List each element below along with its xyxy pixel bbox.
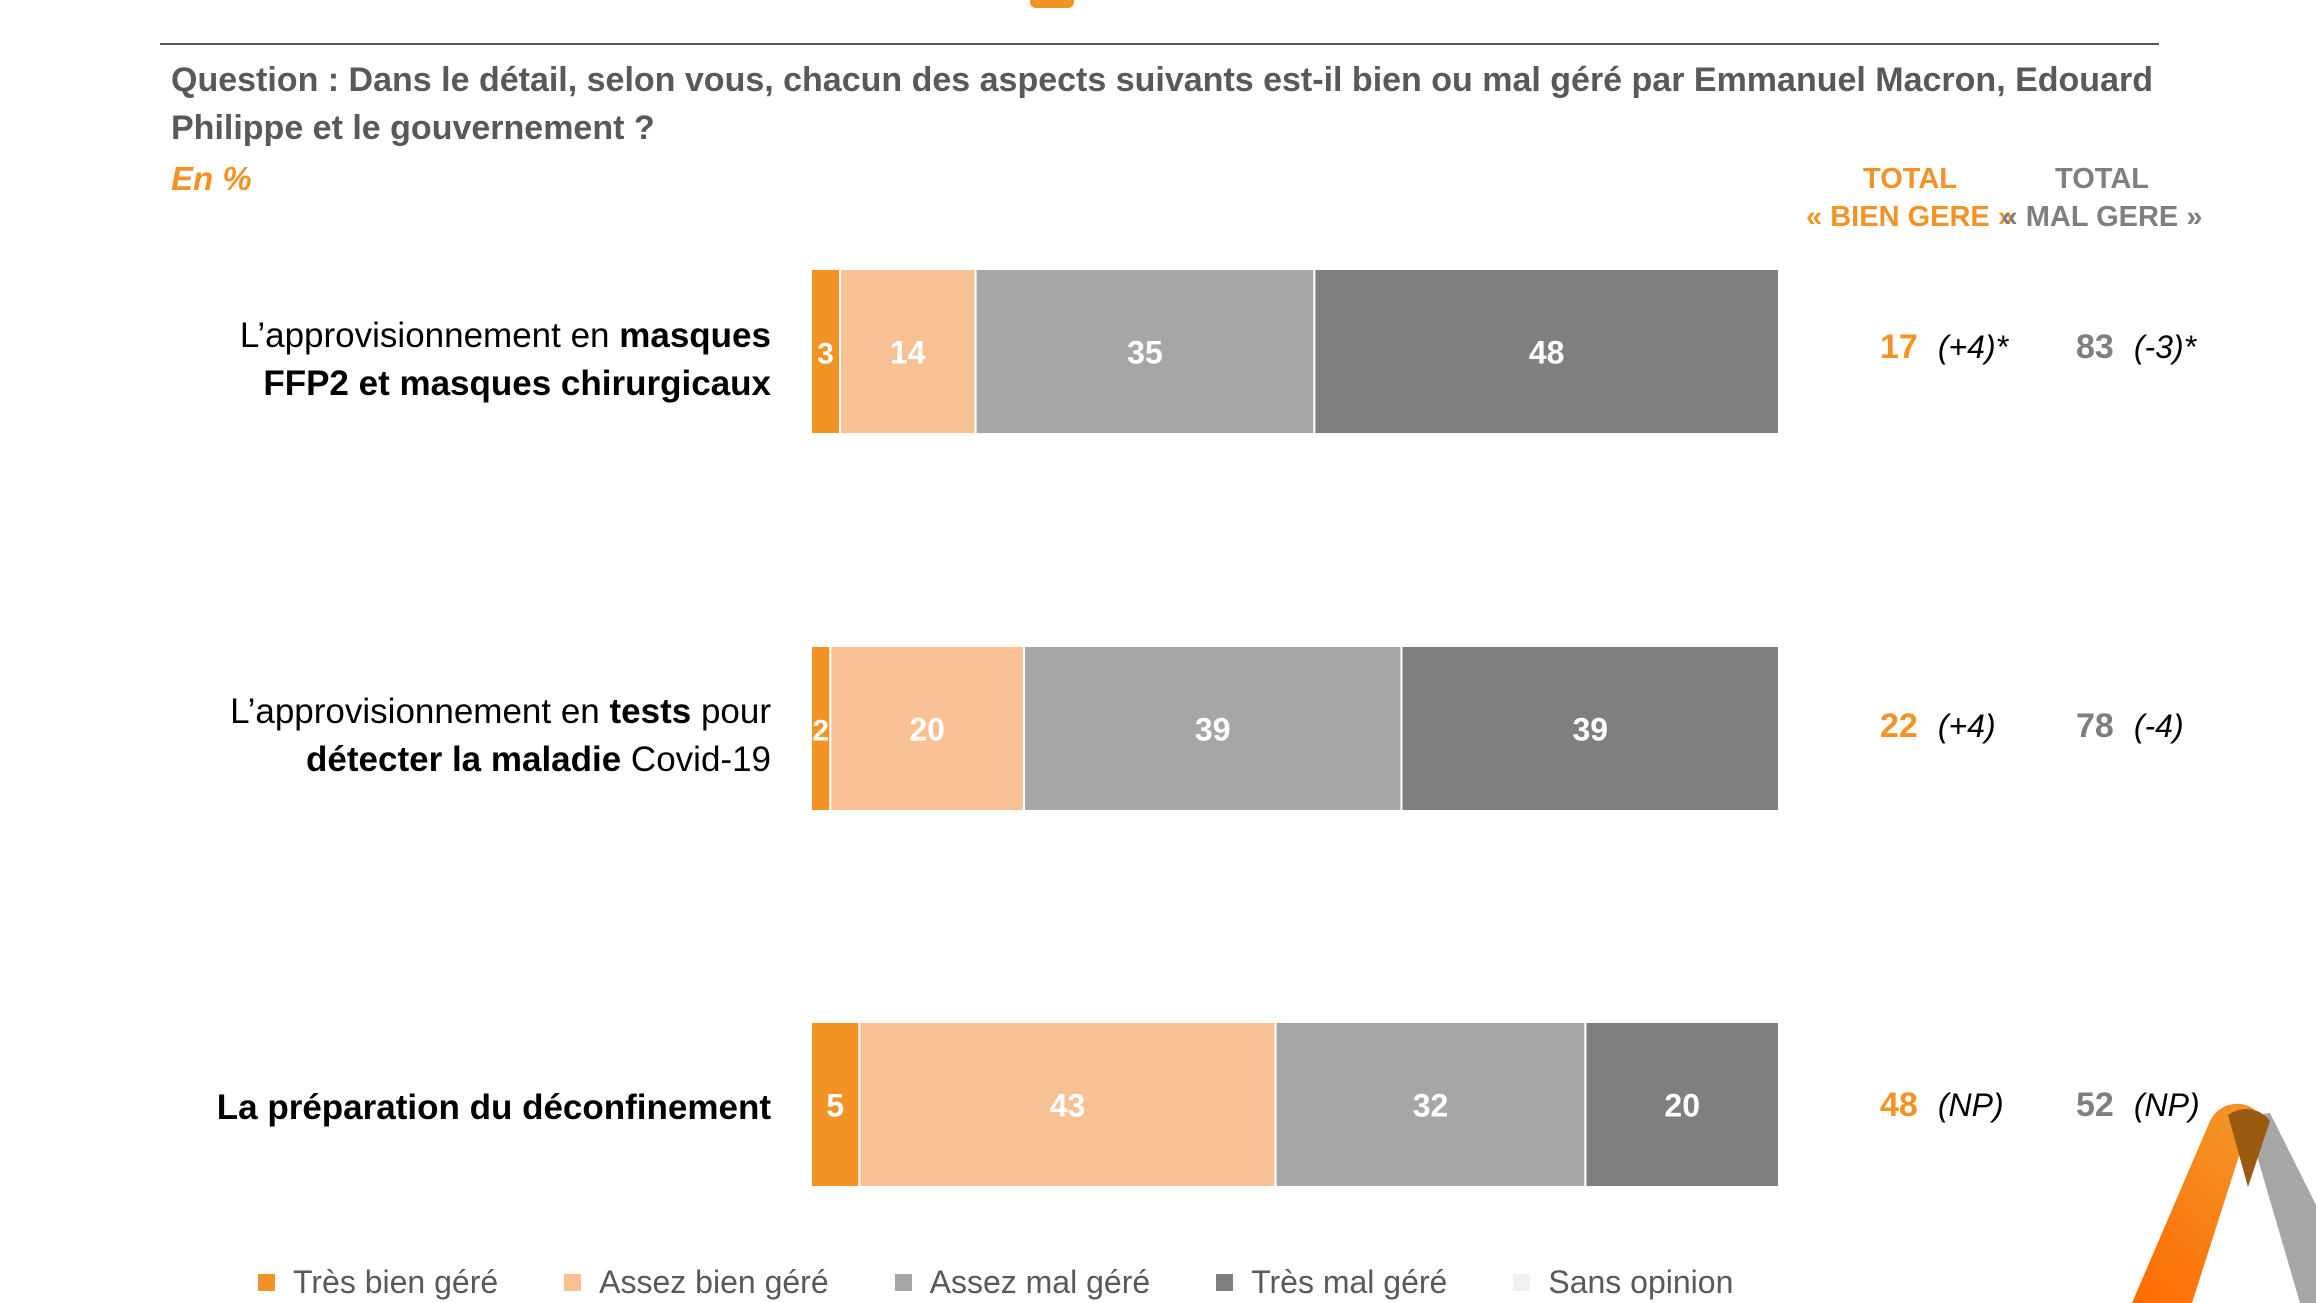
category-label-part: tests <box>609 692 692 731</box>
category-label-part: masques <box>619 316 771 355</box>
category-label: La préparation du déconfinement <box>71 1084 771 1132</box>
legend-label: Assez bien géré <box>599 1263 829 1300</box>
column-header-line: TOTAL <box>1863 163 1957 195</box>
total-bien-gere: 22 (+4) <box>1880 707 1996 746</box>
legend-swatch <box>1513 1273 1531 1291</box>
legend-swatch <box>1216 1273 1234 1291</box>
bar-segment <box>1022 645 1403 812</box>
bar-value-label: 32 <box>1413 1088 1449 1124</box>
category-label-part: Covid-19 <box>621 740 771 779</box>
category-label-part: L’approvisionnement en <box>239 316 620 355</box>
category-label: L’approvisionnement en masques FFP2 et ma… <box>71 312 771 408</box>
total-value: 22 <box>1880 707 1918 745</box>
bar-segment <box>858 1021 1277 1188</box>
column-header-total-bien-gere: TOTAL « BIEN GERE » <box>1790 160 2030 236</box>
bar-segment <box>1313 268 1780 435</box>
category-label-line: La préparation du déconfinement <box>71 1084 771 1132</box>
bar-value-label: 48 <box>1529 335 1565 371</box>
legend-item: Très bien géré <box>258 1264 498 1301</box>
bar-value-label: 39 <box>1195 712 1231 748</box>
bar-segment <box>974 268 1316 435</box>
total-mal-gere: 52 (NP) <box>2076 1086 2200 1125</box>
total-delta: (-3)* <box>2133 329 2197 365</box>
total-delta: (NP) <box>1937 1087 2004 1123</box>
total-delta: (-4) <box>2133 708 2184 744</box>
total-bien-gere: 17 (+4)* <box>1880 328 2008 367</box>
bar-segment <box>810 268 842 435</box>
bar-value-label: 20 <box>1664 1088 1700 1124</box>
category-label-part: L’approvisionnement en <box>230 692 610 731</box>
category-label-part: FFP2 et masques chirurgicaux <box>263 364 771 403</box>
bar-value-label: 39 <box>1572 712 1608 748</box>
legend-label: Sans opinion <box>1548 1263 1734 1300</box>
legend-label: Très bien géré <box>293 1263 499 1300</box>
unit-label: En % <box>171 160 252 197</box>
question-text: Question : Dans le détail, selon vous, c… <box>171 61 2153 147</box>
column-header-line: « MAL GERE » <box>2001 201 2203 233</box>
bar-segment <box>1400 645 1780 812</box>
total-mal-gere: 78 (-4) <box>2076 707 2184 746</box>
bar-segment <box>1584 1021 1781 1188</box>
total-value: 48 <box>1880 1086 1918 1124</box>
bar-segment <box>1274 1021 1587 1188</box>
category-label-line: détecter la maladie Covid-19 <box>71 736 771 784</box>
total-delta: (+4) <box>1937 708 1996 744</box>
legend-swatch <box>564 1273 582 1291</box>
bar-value-label: 43 <box>1050 1088 1086 1124</box>
legend-item: Très mal géré <box>1216 1264 1447 1301</box>
bar-value-label: 2 <box>812 715 829 748</box>
bar-segment <box>810 1021 861 1188</box>
category-label-part: détecter la maladie <box>306 740 622 779</box>
legend: Très bien géré Assez bien géré Assez mal g… <box>258 1262 1799 1302</box>
category-label-part: pour <box>691 692 771 731</box>
total-value: 52 <box>2076 1086 2114 1124</box>
category-label-line: FFP2 et masques chirurgicaux <box>71 360 771 408</box>
column-header-total-mal-gere: TOTAL « MAL GERE » <box>1982 160 2222 236</box>
total-value: 83 <box>2076 328 2114 366</box>
total-delta: (+4)* <box>1937 329 2009 365</box>
bar-value-label: 5 <box>826 1088 844 1124</box>
bar-value-label: 14 <box>890 335 926 371</box>
total-value: 78 <box>2076 707 2114 745</box>
bar-value-label: 20 <box>909 712 945 748</box>
total-value: 17 <box>1880 328 1918 366</box>
column-header-line: « BIEN GERE » <box>1806 201 2014 233</box>
category-label-line: L’approvisionnement en tests pour <box>71 688 771 736</box>
title-remnant <box>1030 0 1074 8</box>
header-rule <box>160 43 2159 45</box>
legend-label: Très mal géré <box>1251 1263 1448 1300</box>
total-mal-gere: 83 (-3)* <box>2076 328 2196 367</box>
legend-swatch <box>894 1273 912 1291</box>
brand-logo-icon <box>2132 1103 2316 1303</box>
bar-value-label: 3 <box>817 338 834 371</box>
bar-segment <box>829 645 1025 812</box>
legend-item: Assez mal géré <box>894 1263 1151 1301</box>
category-label: L’approvisionnement en tests pour détecte… <box>71 688 771 784</box>
category-label-line: L’approvisionnement en masques <box>71 312 771 360</box>
bar-segment <box>839 268 977 435</box>
category-label-part: La préparation du déconfinement <box>216 1088 771 1127</box>
total-bien-gere: 48 (NP) <box>1880 1086 2004 1125</box>
legend-item: Assez bien géré <box>564 1263 829 1301</box>
total-delta: (NP) <box>2133 1087 2200 1123</box>
column-header-line: TOTAL <box>2055 163 2149 195</box>
bar-value-label: 35 <box>1127 335 1163 371</box>
legend-swatch <box>258 1273 275 1291</box>
legend-item: Sans opinion <box>1513 1264 1733 1301</box>
legend-label: Assez mal géré <box>929 1263 1151 1300</box>
